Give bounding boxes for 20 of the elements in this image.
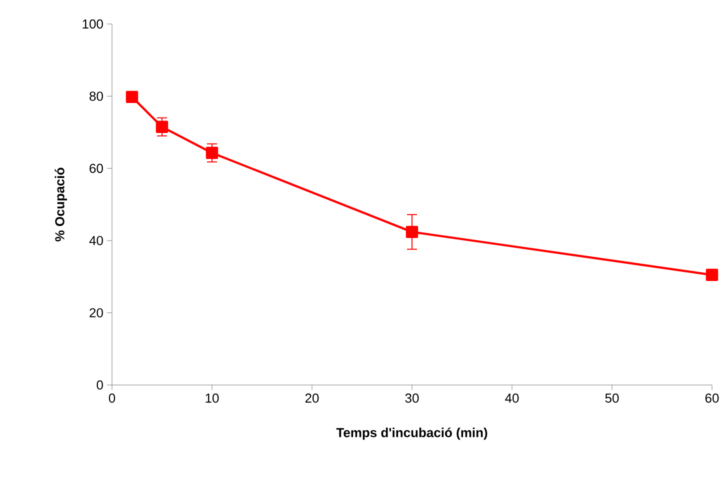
y-tick-label: 20 [90,308,103,318]
x-tick-label: 10 [206,394,219,403]
x-axis-title: Temps d'incubació (min) [336,428,488,440]
x-tick-label: 50 [605,394,619,403]
y-tick-label: 40 [89,236,103,246]
y-tick-label: 60 [90,164,103,173]
y-axis-title: % Ocupació [54,168,67,242]
point [706,268,718,281]
y-tick-label: 80 [90,92,103,101]
x-tick-label: 30 [405,394,419,403]
point [206,146,218,159]
point [406,226,418,238]
point [156,120,168,133]
y-tick-label: 100 [82,19,103,29]
y-tick-label: 0 [96,380,103,390]
x-tick-label: 60 [705,394,719,403]
point [126,90,138,104]
x-tick-label: 40 [505,394,519,403]
x-tick-label: 20 [305,394,319,403]
x-tick-label: 0 [108,394,116,403]
